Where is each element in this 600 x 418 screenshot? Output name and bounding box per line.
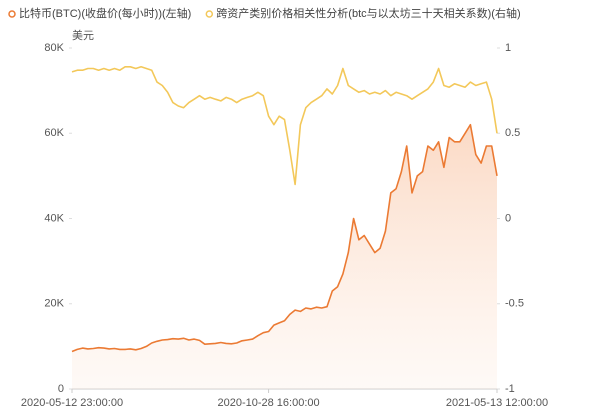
y-tick-label: 80K xyxy=(44,42,64,54)
y2-tick-label: 1 xyxy=(505,42,511,54)
legend-label: 比特币(BTC)(收盘价(每小时))(左轴) xyxy=(19,6,191,20)
x-tick-label: 2021-05-13 12:00:00 xyxy=(446,397,548,409)
area xyxy=(72,124,497,389)
y2-tick-label: -1 xyxy=(505,383,515,395)
legend-marker xyxy=(205,10,214,18)
line xyxy=(71,66,498,186)
legend-label: 跨资产类别价格相关性分析(btc与以太坊三十天相关系数)(右轴) xyxy=(216,6,520,20)
y2-tick-label: 0 xyxy=(505,212,511,224)
line xyxy=(71,123,498,353)
y2-tick-label: -0.5 xyxy=(505,298,524,310)
y-tick-label: 0 xyxy=(58,383,64,395)
y-axis-unit: 美元 xyxy=(72,29,94,42)
y2-tick-label: 0.5 xyxy=(505,127,520,139)
y-tick-label: 20K xyxy=(44,298,64,310)
y-tick-label: 60K xyxy=(44,127,64,139)
x-tick-label: 2020-10-28 16:00:00 xyxy=(217,397,319,409)
legend-marker xyxy=(8,10,16,18)
x-tick-label: 2020-05-12 23:00:00 xyxy=(21,397,123,409)
y-tick-label: 40K xyxy=(44,212,64,224)
